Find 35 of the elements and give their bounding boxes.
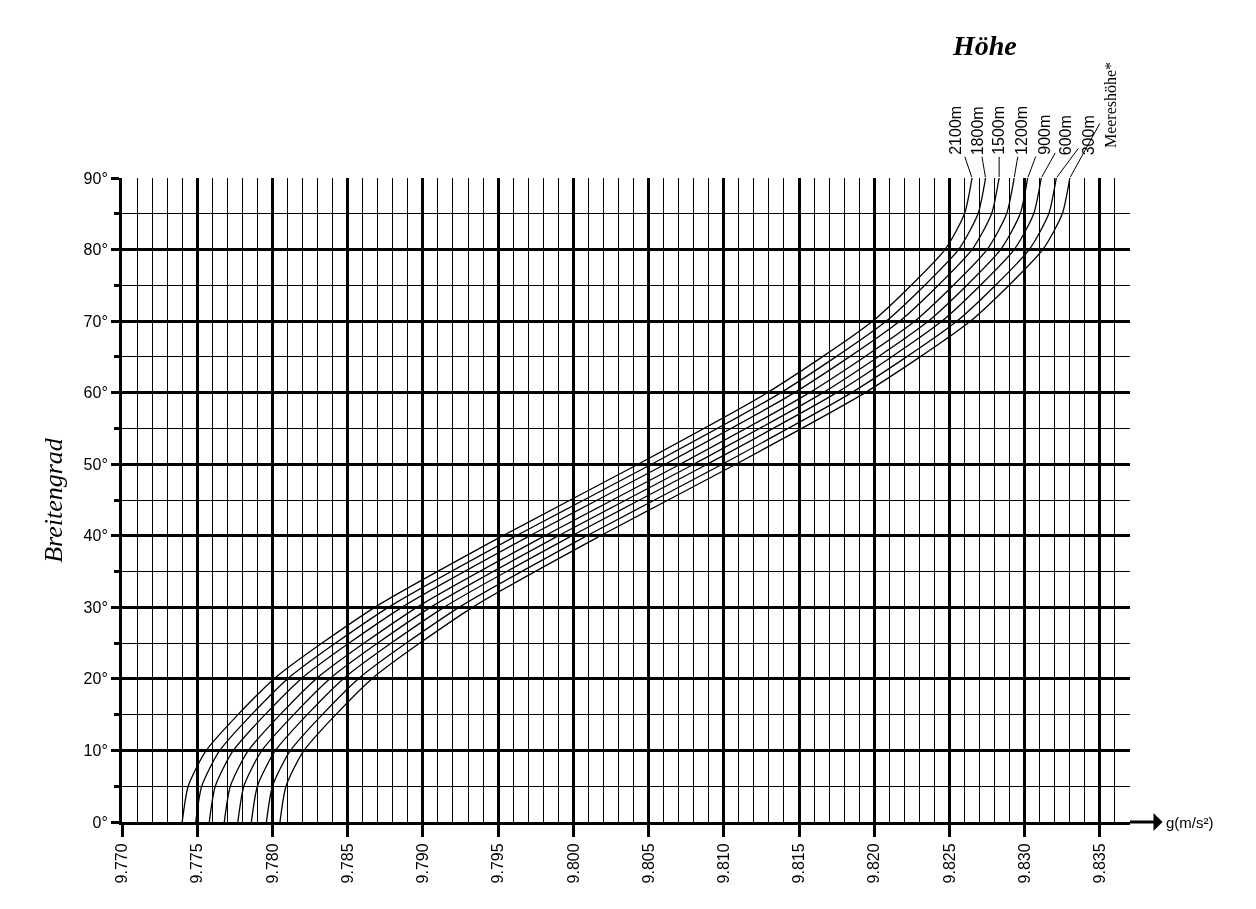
y-tick-label: 60°	[83, 384, 108, 402]
legend-title: Höhe	[952, 30, 1017, 61]
x-tick-label: 9.790	[414, 843, 432, 884]
x-tick-label: 9.810	[714, 843, 732, 884]
x-tick-label: 9.825	[940, 843, 958, 884]
x-tick-label: 9.770	[113, 843, 131, 884]
y-tick-label: 10°	[83, 742, 108, 760]
x-tick-label: 9.815	[790, 843, 808, 884]
x-tick-label: 9.775	[188, 843, 206, 884]
x-tick-label: 9.820	[865, 843, 883, 884]
x-tick-label: 9.780	[263, 843, 281, 884]
y-tick-label: 30°	[83, 598, 108, 616]
text: 1200m	[1013, 105, 1031, 155]
text: 900m	[1035, 114, 1053, 155]
text: 1800m	[968, 106, 986, 156]
text: 2100m	[947, 105, 965, 155]
y-tick-label: 50°	[83, 455, 108, 473]
x-tick-label: 9.795	[489, 843, 507, 884]
x-tick-label: 9.830	[1015, 843, 1033, 884]
x-tick-label: 9.805	[639, 843, 657, 884]
y-tick-label: 80°	[83, 241, 108, 259]
y-axis-title: Breitengrad	[38, 437, 68, 563]
y-tick-label: 20°	[83, 670, 108, 688]
text: 300m	[1080, 115, 1098, 156]
y-tick-label: 70°	[83, 312, 108, 330]
x-tick-label: 9.835	[1091, 843, 1109, 884]
text: Meereshöhe*	[1101, 61, 1119, 149]
y-tick-label: 40°	[83, 527, 108, 545]
text: 600m	[1057, 115, 1075, 156]
y-tick-label: 90°	[83, 169, 108, 187]
x-tick-label: 9.785	[338, 843, 356, 884]
y-tick-label: 0°	[92, 813, 108, 831]
text: 1500m	[990, 105, 1008, 155]
x-axis-title: g(m/s²)	[1166, 814, 1214, 831]
x-tick-label: 9.800	[564, 843, 582, 884]
